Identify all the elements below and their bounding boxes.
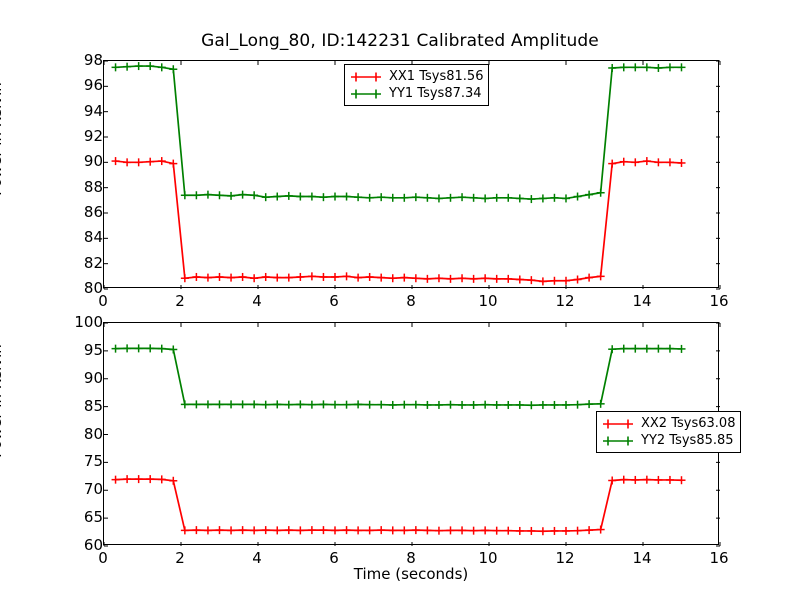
series-line xyxy=(115,347,682,407)
bottom-plot-canvas xyxy=(103,322,721,547)
legend-label-yy2: YY2 Tsys85.85 xyxy=(641,433,734,448)
x-tick-label: 0 xyxy=(98,549,108,567)
y-tick-label: 70 xyxy=(83,480,103,499)
y-tick-label: 96 xyxy=(83,76,103,95)
y-tick-label: 60 xyxy=(83,536,103,554)
x-tick-label: 4 xyxy=(252,292,262,310)
legend-sample-xx1 xyxy=(351,72,381,81)
x-tick-label: 2 xyxy=(175,549,185,567)
series-markers xyxy=(111,344,686,410)
legend-label-xx2: XX2 Tsys63.08 xyxy=(641,416,736,431)
top-plot-canvas xyxy=(103,60,721,290)
y-tick-label: 86 xyxy=(83,203,103,221)
y-tick-label: 82 xyxy=(83,253,103,272)
x-tick-label: 16 xyxy=(709,292,729,310)
legend-sample-yy2 xyxy=(603,436,633,445)
legend-label-yy1: YY1 Tsys87.34 xyxy=(389,86,482,101)
series-line xyxy=(115,160,682,283)
y-tick-label: 90 xyxy=(83,368,103,387)
x-tick-label: 2 xyxy=(175,292,185,310)
y-tick-label: 80 xyxy=(83,424,103,443)
legend-entry: YY1 Tsys87.34 xyxy=(349,85,483,102)
x-axis-label: Time (seconds) xyxy=(353,565,469,583)
x-tick-label: 14 xyxy=(632,292,652,310)
y-tick-label: 85 xyxy=(83,396,103,415)
y-tick-label: 95 xyxy=(83,340,103,359)
legend-entry: XX2 Tsys63.08 xyxy=(601,415,735,432)
y-tick-label: 94 xyxy=(83,101,103,120)
x-tick-label: 6 xyxy=(329,549,339,567)
x-tick-label: 10 xyxy=(478,549,498,567)
y-tick-label: 65 xyxy=(83,508,103,527)
y-tick-label: 92 xyxy=(83,127,103,145)
x-tick-label: 12 xyxy=(555,292,575,310)
y-tick-label: 88 xyxy=(83,177,103,196)
legend-sample-xx2 xyxy=(603,419,633,428)
x-tick-label: 16 xyxy=(709,549,729,567)
series-markers xyxy=(111,62,686,204)
series-markers xyxy=(111,475,686,536)
x-tick-label: 14 xyxy=(632,549,652,567)
top-legend: XX1 Tsys81.56 YY1 Tsys87.34 xyxy=(344,64,490,106)
y-tick-label: 100 xyxy=(74,313,103,331)
series-line xyxy=(115,478,682,533)
x-tick-label: 12 xyxy=(555,549,575,567)
x-tick-label: 10 xyxy=(478,292,498,310)
series-markers xyxy=(111,157,686,286)
x-tick-label: 0 xyxy=(98,292,108,310)
y-tick-label: 75 xyxy=(83,452,103,471)
x-tick-label: 8 xyxy=(406,549,416,567)
legend-entry: YY2 Tsys85.85 xyxy=(601,432,735,449)
y-tick-label: 98 xyxy=(83,51,103,69)
figure-title: Gal_Long_80, ID:142231 Calibrated Amplit… xyxy=(201,31,599,51)
x-tick-label: 4 xyxy=(252,549,262,567)
x-tick-label: 6 xyxy=(329,292,339,310)
bottom-legend: XX2 Tsys63.08 YY2 Tsys85.85 xyxy=(596,411,742,453)
y-tick-label: 80 xyxy=(83,279,103,297)
x-tick-label: 8 xyxy=(406,292,416,310)
legend-sample-yy1 xyxy=(351,89,381,98)
legend-entry: XX1 Tsys81.56 xyxy=(349,68,483,85)
y-tick-label: 84 xyxy=(83,228,103,247)
legend-label-xx1: XX1 Tsys81.56 xyxy=(389,69,484,84)
y-tick-label: 90 xyxy=(83,152,103,171)
